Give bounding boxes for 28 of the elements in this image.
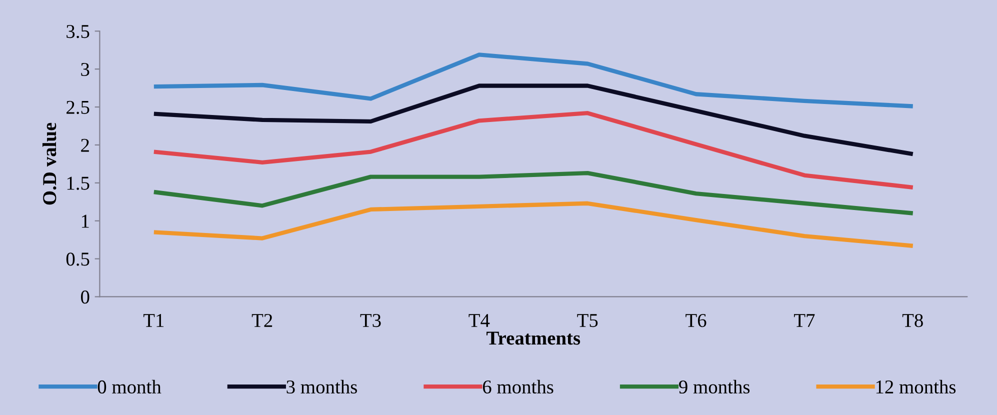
x-tick-label: T1 xyxy=(143,314,164,327)
y-tick-label: 2 xyxy=(81,138,89,152)
legend-label: 12 months xyxy=(876,380,956,394)
legend-label: 6 months xyxy=(482,380,554,394)
line-series xyxy=(152,110,915,190)
x-axis-title: Treatments xyxy=(486,332,580,345)
line-series xyxy=(152,170,915,216)
y-tick-label: 3 xyxy=(81,62,90,76)
legend-label: 9 months xyxy=(679,380,750,394)
line-series xyxy=(152,52,915,108)
x-tick-label: T8 xyxy=(902,314,923,328)
x-tick-label: T5 xyxy=(577,314,598,328)
x-tick-label: T6 xyxy=(686,314,706,328)
y-tick-label: 2.5 xyxy=(66,100,90,114)
x-tick-label: T3 xyxy=(360,314,381,328)
y-tick-label: 0 xyxy=(80,290,90,304)
x-tick-label: T2 xyxy=(252,314,272,327)
y-axis-title: O.D value xyxy=(42,122,56,205)
legend-label: 0 month xyxy=(98,380,162,394)
line-series xyxy=(152,84,915,156)
y-tick-label: 1 xyxy=(82,214,89,228)
x-tick-label: T7 xyxy=(794,314,815,327)
y-tick-label: 0.5 xyxy=(66,252,90,266)
y-tick-label: 3.5 xyxy=(66,24,90,38)
x-tick-label: T4 xyxy=(468,314,490,327)
y-tick-label: 1.5 xyxy=(67,176,90,190)
line-series xyxy=(152,201,915,248)
legend-label: 3 months xyxy=(286,380,357,394)
